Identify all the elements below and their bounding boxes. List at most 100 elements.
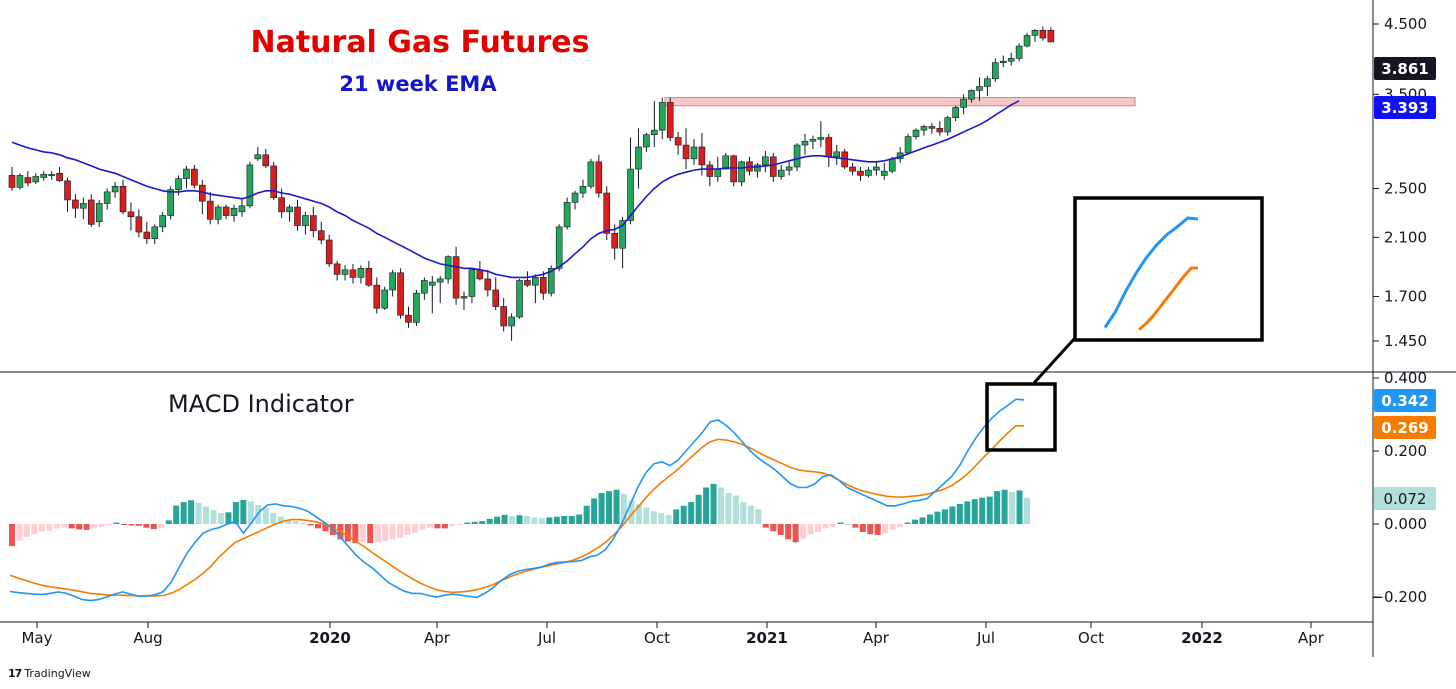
histogram-bar bbox=[598, 492, 605, 524]
candle-body bbox=[278, 197, 285, 213]
time-tick-label: 2022 bbox=[1181, 629, 1223, 647]
histogram-bar bbox=[486, 518, 493, 524]
candle-body bbox=[801, 140, 809, 146]
histogram-bar bbox=[852, 524, 859, 528]
time-axis-ticks: May Aug 2020 Apr Jul Oct 2021 Apr Jul Oct 2022 Apr bbox=[21, 622, 1325, 647]
candle-body bbox=[651, 129, 658, 136]
tradingview-logo-icon: 17 bbox=[8, 667, 22, 680]
histogram-bar bbox=[740, 502, 747, 524]
histogram-bar bbox=[635, 504, 642, 524]
candle-body bbox=[24, 177, 32, 184]
histogram-bar bbox=[419, 524, 426, 530]
histogram-bar bbox=[412, 524, 419, 533]
candle-body bbox=[635, 146, 642, 170]
histogram-bar bbox=[501, 514, 508, 524]
histogram-bar bbox=[725, 492, 732, 524]
macd-histogram bbox=[9, 483, 1030, 546]
candle-body bbox=[80, 203, 87, 209]
signal-badge: 0.269 bbox=[1374, 416, 1436, 439]
candle-body bbox=[72, 199, 79, 209]
candle-body bbox=[516, 280, 523, 318]
candle-body bbox=[16, 175, 24, 188]
price-tick-label: 4.500 bbox=[1384, 15, 1427, 33]
histogram-bar bbox=[710, 483, 717, 524]
histogram-bar bbox=[277, 516, 284, 524]
candle-body bbox=[222, 206, 230, 216]
histogram-bar bbox=[538, 518, 545, 524]
price-tick-label: 1.450 bbox=[1384, 332, 1427, 350]
candle-body bbox=[936, 128, 944, 133]
histogram-bar bbox=[300, 522, 307, 524]
histogram-bar bbox=[620, 494, 627, 524]
histogram-bar bbox=[434, 524, 441, 529]
histogram-bar bbox=[1024, 497, 1030, 524]
histogram-bar bbox=[46, 524, 53, 531]
histogram-bar bbox=[1009, 491, 1016, 524]
histogram-bar bbox=[777, 524, 784, 535]
histogram-bar bbox=[926, 514, 933, 524]
histogram-bar bbox=[9, 524, 15, 546]
histogram-badge: 0.072 bbox=[1374, 487, 1436, 510]
chart-title: Natural Gas Futures bbox=[250, 25, 589, 60]
candle-body bbox=[508, 316, 515, 327]
candle-body bbox=[563, 201, 571, 228]
histogram-bar bbox=[1016, 490, 1023, 524]
histogram-bar bbox=[673, 509, 680, 524]
histogram-bar bbox=[53, 524, 60, 529]
histogram-bar bbox=[374, 524, 381, 543]
tradingview-credit[interactable]: 17 TradingView bbox=[8, 667, 91, 680]
histogram-bar bbox=[941, 509, 948, 524]
candle-body bbox=[540, 277, 547, 294]
candle-body bbox=[976, 86, 983, 91]
histogram-bar bbox=[232, 502, 239, 524]
histogram-bar bbox=[747, 505, 754, 524]
candle-body bbox=[888, 158, 896, 172]
candle-body bbox=[619, 220, 626, 249]
histogram-bar bbox=[583, 505, 590, 524]
candle-body bbox=[262, 154, 270, 167]
macd-tick-label: −0.200 bbox=[1371, 588, 1427, 606]
candle-body bbox=[555, 226, 563, 269]
candle-body bbox=[1047, 29, 1055, 43]
candle-body bbox=[389, 272, 396, 291]
candle-body bbox=[952, 107, 959, 118]
candle-body bbox=[381, 289, 389, 309]
histogram-bar bbox=[837, 522, 844, 524]
time-tick-label: 2020 bbox=[309, 629, 351, 647]
candle-body bbox=[682, 144, 690, 160]
histogram-bar bbox=[591, 498, 598, 524]
candle-body bbox=[762, 156, 769, 166]
histogram-bar bbox=[807, 524, 814, 535]
candlestick-series bbox=[8, 26, 1055, 341]
histogram-bar bbox=[844, 524, 851, 525]
candle-body bbox=[119, 185, 127, 213]
candle-body bbox=[579, 185, 587, 194]
candle-body bbox=[857, 170, 864, 176]
candle-body bbox=[999, 60, 1007, 63]
candle-body bbox=[286, 206, 293, 213]
histogram-bar bbox=[225, 512, 232, 524]
last-price-value: 3.861 bbox=[1381, 60, 1428, 78]
histogram-bar bbox=[874, 524, 881, 535]
histogram-bar bbox=[882, 524, 889, 534]
histogram-bar bbox=[949, 506, 956, 524]
histogram-bar bbox=[665, 514, 672, 524]
candle-body bbox=[1007, 58, 1015, 62]
candle-body bbox=[357, 268, 365, 278]
histogram-bar bbox=[994, 491, 1001, 524]
candle-body bbox=[817, 137, 825, 140]
candle-body bbox=[436, 278, 444, 283]
histogram-bar bbox=[628, 500, 635, 524]
candle-body bbox=[754, 164, 761, 172]
candle-body bbox=[643, 134, 650, 148]
histogram-bar bbox=[397, 524, 404, 538]
candle-body bbox=[302, 215, 309, 226]
candle-body bbox=[135, 216, 143, 233]
histogram-bar bbox=[150, 524, 157, 530]
histogram-bar bbox=[792, 524, 799, 543]
macd-tick-label: 0.000 bbox=[1384, 515, 1427, 533]
histogram-bar bbox=[509, 515, 516, 524]
candle-body bbox=[48, 174, 55, 176]
candle-body bbox=[317, 230, 325, 241]
